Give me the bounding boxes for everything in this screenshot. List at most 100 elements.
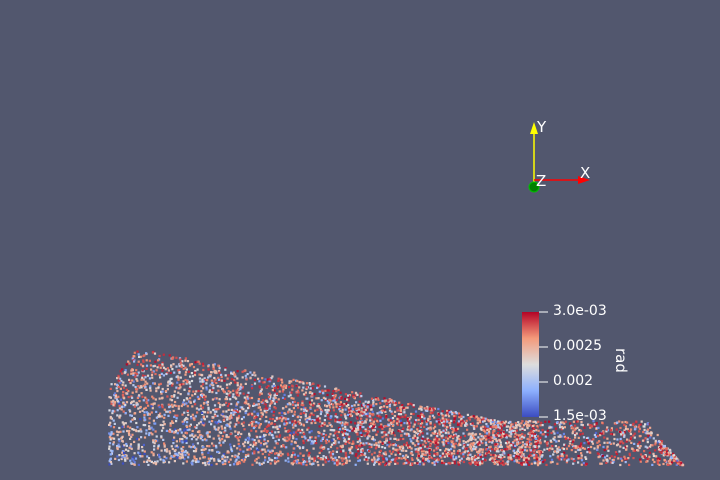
particle [554,427,558,430]
particle [313,457,316,460]
particle [221,435,224,438]
particle [116,409,119,412]
particle [602,445,605,449]
particle [449,424,452,427]
particle [259,442,263,445]
particle [601,421,604,424]
particle [327,414,330,417]
particle [139,455,142,458]
particle [116,434,119,437]
particle [647,434,650,437]
particle [638,427,641,430]
particle [493,462,496,465]
particle [452,429,455,432]
particle [469,463,472,466]
particle [322,463,325,466]
particle [212,384,215,387]
particle [236,437,239,440]
particle [514,427,517,430]
particle [360,417,363,420]
particle [477,417,480,420]
color-legend-bar[interactable] [522,312,539,417]
particle [395,422,399,425]
particle [404,406,408,409]
particle [661,449,664,452]
particle [154,372,157,376]
particle [333,395,336,399]
particle [406,419,410,422]
particle [310,430,313,433]
particle [375,460,378,463]
particle [364,452,367,455]
particle [278,424,281,427]
particle [120,437,123,440]
particle [242,421,245,424]
particle [468,432,471,435]
particle [150,460,153,463]
particle [370,453,374,456]
particle [406,455,409,458]
particle [596,441,599,444]
particle [632,434,635,437]
particle [403,422,406,425]
particle [327,440,330,443]
particle [514,422,517,425]
particle [141,449,144,452]
particle [486,425,490,428]
particle [302,386,305,389]
particle [321,422,324,425]
particle [436,439,439,443]
particle [429,443,432,446]
particle [542,433,545,436]
particle [188,382,191,385]
particle [423,440,426,443]
color-legend[interactable] [522,311,548,418]
particle [212,387,215,390]
particle [108,432,111,435]
particle [183,457,186,461]
particle [185,437,188,440]
particle [291,384,294,387]
particle [259,437,262,440]
particle [180,404,183,408]
particle [243,369,246,373]
particle [294,456,297,459]
particle [673,455,677,458]
particle [456,436,459,439]
particle [495,443,498,446]
particle [545,442,548,445]
particle [293,410,296,413]
particle [274,396,277,399]
particle [290,462,293,465]
particle [518,446,521,449]
particle [427,417,430,420]
particle [221,461,224,464]
particle [419,460,422,463]
particle [122,391,125,394]
particle [501,420,505,424]
particle [484,448,488,451]
particle [308,431,311,434]
particle [464,424,467,427]
particle [366,415,369,418]
particle [250,396,254,400]
particle [159,412,162,415]
particle [276,387,279,390]
particle [177,391,180,394]
particle [275,452,278,455]
particle [310,457,313,460]
particle [446,420,449,423]
particle [117,443,120,446]
particle [129,414,132,417]
particle [256,436,259,439]
particle [428,448,431,452]
particle [250,429,253,432]
particle [313,419,316,422]
particle [118,407,121,410]
particle [332,399,335,402]
particle [227,435,230,439]
particle [535,455,538,458]
particle [127,449,130,452]
